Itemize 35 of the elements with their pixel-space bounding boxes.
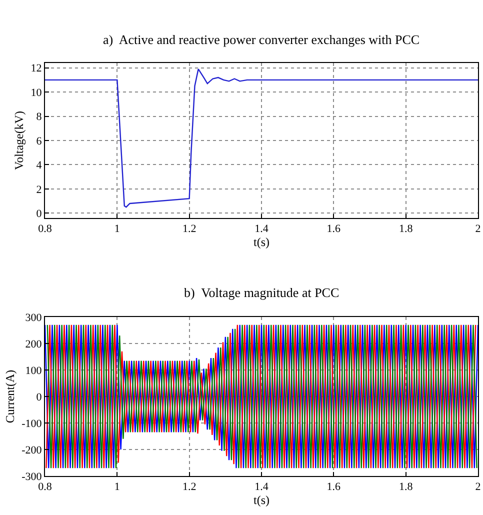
- x-tick-label: 1.2: [182, 481, 196, 494]
- x-tick-label: 0.8: [38, 481, 52, 494]
- y-tick-label: -300: [22, 470, 42, 483]
- x-tick-label: 1: [114, 481, 120, 494]
- y-tick-label: 200: [25, 338, 42, 350]
- y-axis-title: Current(A): [2, 370, 17, 424]
- chart-title: b) Voltage magnitude at PCC: [184, 285, 340, 300]
- x-tick-label: 1.8: [398, 223, 414, 236]
- x-tick-label: 1: [114, 223, 120, 236]
- y-tick-label: 100: [25, 364, 42, 377]
- y-tick-label: 4: [36, 160, 42, 172]
- y-tick-label: -200: [22, 444, 42, 456]
- x-tick-label: 1.6: [326, 223, 342, 236]
- chart-title: a) Active and reactive power converter exchanges with PCC: [103, 32, 420, 47]
- x-tick-label: 0.8: [38, 223, 52, 236]
- y-tick-label: 0: [36, 391, 42, 404]
- y-tick-label: 12: [30, 62, 42, 75]
- y-tick-label: 8: [36, 111, 42, 124]
- y-tick-label: 10: [30, 86, 42, 99]
- x-axis-title: t(s): [254, 235, 270, 250]
- x-tick-label: 1.8: [398, 481, 414, 494]
- x-tick-label: 1.2: [182, 223, 196, 236]
- x-tick-label: 1.4: [254, 481, 269, 494]
- y-tick-label: 2: [36, 184, 42, 196]
- y-axis-title: Voltage(kV): [12, 110, 26, 170]
- line-series: [45, 68, 478, 208]
- x-tick-label: 1.6: [326, 481, 342, 494]
- y-tick-label: 300: [25, 312, 42, 324]
- x-tick-label: 2: [475, 223, 481, 236]
- y-tick-label: -100: [22, 418, 42, 430]
- x-tick-label: 1.4: [254, 223, 269, 236]
- y-tick-label: 6: [36, 135, 42, 148]
- x-tick-label: 2: [475, 481, 481, 494]
- y-tick-label: 0: [36, 208, 42, 220]
- x-axis-title: t(s): [254, 493, 270, 508]
